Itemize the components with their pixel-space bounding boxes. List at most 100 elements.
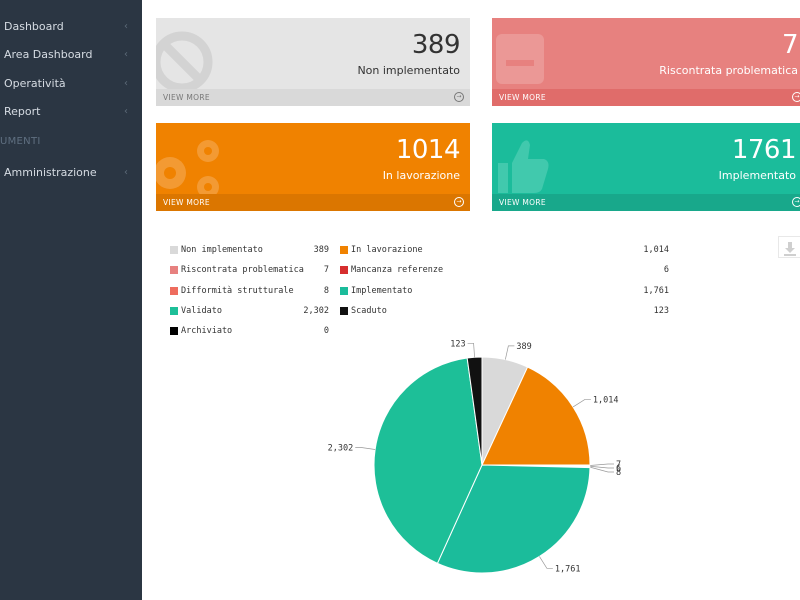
pie-data-label: 2,302 <box>328 444 354 454</box>
legend-item[interactable]: Scaduto 123 <box>340 305 669 317</box>
legend-swatch <box>340 307 348 315</box>
arrow-right-icon: → <box>792 197 800 207</box>
sidebar-item-report[interactable]: Report ‹ <box>0 98 142 126</box>
view-more-label: VIEW MORE <box>499 93 546 102</box>
pie-data-label: 7 <box>616 460 621 470</box>
legend-value: 7 <box>323 265 329 275</box>
pie-slice[interactable] <box>373 357 483 565</box>
sidebar-item-label: Dashboard <box>4 20 64 33</box>
pie-label-connector <box>355 447 376 450</box>
tile-value: 7 <box>781 30 799 60</box>
view-more-label: VIEW MORE <box>499 198 546 207</box>
arrow-right-icon: → <box>792 92 800 102</box>
arrow-right-icon: → <box>454 197 464 207</box>
pie-data-label: 389 <box>516 342 531 352</box>
tile-value: 1014 <box>395 135 461 165</box>
legend-swatch <box>340 266 348 274</box>
chevron-left-icon: ‹ <box>124 49 128 60</box>
legend-swatch <box>340 287 348 295</box>
legend-value: 6 <box>663 265 669 275</box>
pie-slice[interactable] <box>466 356 483 466</box>
pie-slice[interactable] <box>481 366 591 466</box>
tile-label: Riscontrata problematica <box>659 64 798 77</box>
legend-name: Mancanza referenze <box>351 265 444 275</box>
sidebar-item-label: Operatività <box>4 77 66 90</box>
legend-item[interactable]: Archiviato 0 <box>170 325 330 337</box>
legend-swatch <box>170 246 178 254</box>
stat-tile-implementato: 1761 Implementato VIEW MORE → <box>492 123 800 211</box>
pie-label-connector <box>539 556 553 569</box>
chevron-left-icon: ‹ <box>124 106 128 117</box>
legend-value: 1,014 <box>643 245 669 255</box>
sidebar-section-heading: UMENTI <box>0 136 41 147</box>
legend-swatch <box>170 287 178 295</box>
pie-chart: 389 1,014 768 1,761 2,302 123 <box>328 339 621 574</box>
thumbs-up-icon <box>498 140 549 193</box>
sidebar-item-area-dashboard[interactable]: Area Dashboard ‹ <box>0 41 142 69</box>
tile-value: 389 <box>411 30 461 60</box>
comment-icon <box>496 34 544 84</box>
sidebar-item-amministrazione[interactable]: Amministrazione ‹ <box>0 159 142 187</box>
sidebar-item-label: Report <box>4 105 41 118</box>
chevron-left-icon: ‹ <box>124 78 128 89</box>
legend-value: 2,302 <box>303 306 329 316</box>
legend-value: 389 <box>313 245 329 255</box>
legend-name: Non implementato <box>181 245 263 255</box>
tile-label: Implementato <box>718 169 796 182</box>
view-more-link[interactable]: VIEW MORE → <box>156 194 470 211</box>
pie-label-connector <box>589 465 614 469</box>
legend-name: Difformità strutturale <box>181 286 294 296</box>
view-more-label: VIEW MORE <box>163 198 210 207</box>
chart-legend: Non implementato 389 In lavorazione 1,01… <box>170 244 669 344</box>
legend-item[interactable]: Riscontrata problematica 7 <box>170 264 330 276</box>
sidebar-item-operativita[interactable]: Operatività ‹ <box>0 70 142 98</box>
view-more-label: VIEW MORE <box>163 93 210 102</box>
legend-value: 8 <box>323 286 329 296</box>
pie-data-label: 6 <box>616 464 621 474</box>
legend-item[interactable]: Non implementato 389 <box>170 244 330 256</box>
view-more-link[interactable]: VIEW MORE → <box>156 89 470 106</box>
chart-export-button[interactable] <box>778 236 800 258</box>
gears-icon <box>156 140 219 198</box>
tile-value: 1761 <box>731 135 797 165</box>
pie-label-connector <box>572 399 591 408</box>
ban-icon <box>156 31 213 93</box>
legend-swatch <box>170 266 178 274</box>
chevron-left-icon: ‹ <box>124 21 128 32</box>
legend-item[interactable]: In lavorazione 1,014 <box>340 244 669 256</box>
chevron-left-icon: ‹ <box>124 167 128 178</box>
legend-item[interactable]: Mancanza referenze 6 <box>340 264 669 276</box>
legend-item[interactable]: Implementato 1,761 <box>340 285 669 297</box>
arrow-right-icon: → <box>454 92 464 102</box>
stat-tile-in-lavorazione: 1014 In lavorazione VIEW MORE → <box>156 123 470 211</box>
sidebar-item-dashboard[interactable]: Dashboard ‹ <box>0 13 142 41</box>
pie-label-connector <box>589 463 614 466</box>
legend-swatch <box>340 246 348 254</box>
pie-data-label: 1,761 <box>555 564 581 574</box>
legend-name: Validato <box>181 306 222 316</box>
legend-name: Archiviato <box>181 326 233 336</box>
legend-item[interactable]: Difformità strutturale 8 <box>170 285 330 297</box>
tile-label: In lavorazione <box>382 169 460 182</box>
sidebar: Dashboard ‹ Area Dashboard ‹ Operatività… <box>0 0 142 600</box>
legend-value: 1,761 <box>643 286 669 296</box>
sidebar-item-label: Area Dashboard <box>4 48 93 61</box>
legend-name: Riscontrata problematica <box>181 265 304 275</box>
pie-label-connector <box>589 466 614 473</box>
legend-swatch <box>170 307 178 315</box>
view-more-link[interactable]: VIEW MORE → <box>492 89 800 106</box>
legend-item[interactable]: Validato 2,302 <box>170 305 330 317</box>
legend-value: 123 <box>653 306 669 316</box>
pie-slice[interactable] <box>436 464 591 574</box>
pie-label-connector <box>467 342 475 358</box>
pie-data-label: 123 <box>450 339 465 349</box>
view-more-link[interactable]: VIEW MORE → <box>492 194 800 211</box>
sidebar-item-label: Amministrazione <box>4 166 97 179</box>
legend-name: Scaduto <box>351 306 387 316</box>
stat-tile-non-implementato: 389 Non implementato VIEW MORE → <box>156 18 470 106</box>
legend-value: 0 <box>323 326 329 336</box>
tile-label: Non implementato <box>357 64 460 77</box>
legend-name: In lavorazione <box>351 245 423 255</box>
download-icon <box>784 242 796 256</box>
pie-label-connector <box>504 345 515 360</box>
